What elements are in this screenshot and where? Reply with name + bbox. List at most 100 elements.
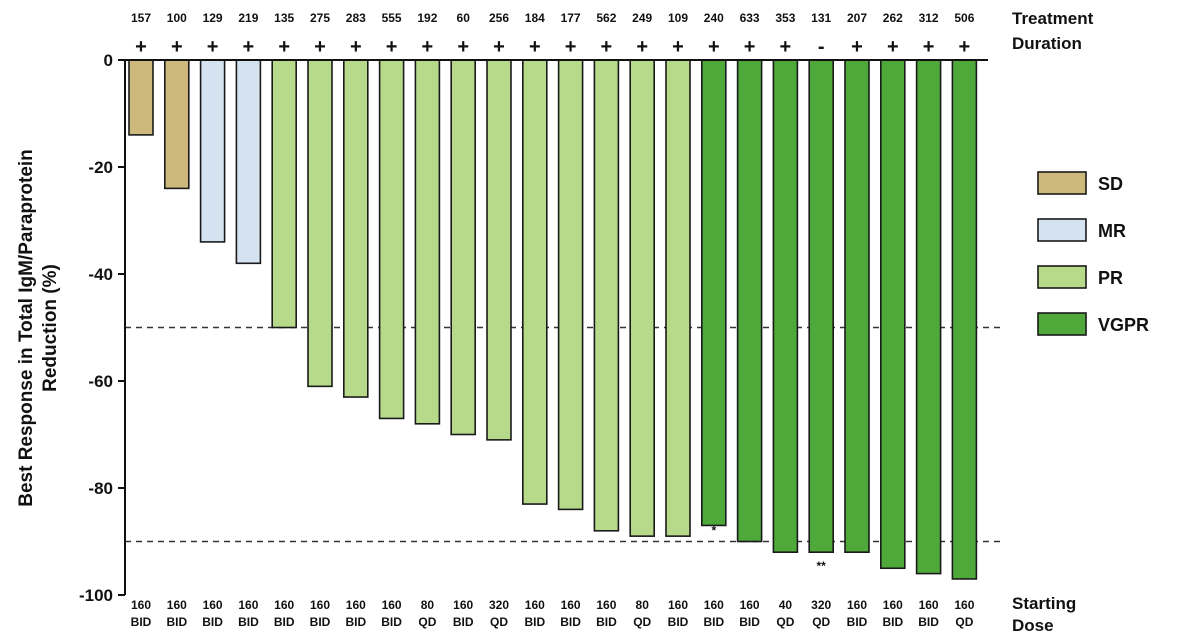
duration-label-13: 562	[596, 11, 616, 25]
dose-amount-9: 160	[453, 598, 473, 612]
dose-schedule-4: BID	[274, 615, 295, 629]
bar-annotation-16: *	[711, 523, 716, 537]
dose-schedule-3: BID	[238, 615, 259, 629]
dose-schedule-19: QD	[812, 615, 830, 629]
duration-label-23: 506	[954, 11, 974, 25]
dose-schedule-18: QD	[776, 615, 794, 629]
duration-label-6: 283	[346, 11, 366, 25]
status-mark-8: +	[422, 36, 434, 58]
duration-label-20: 207	[847, 11, 867, 25]
duration-label-5: 275	[310, 11, 330, 25]
dose-schedule-0: BID	[131, 615, 152, 629]
status-mark-13: +	[601, 36, 613, 58]
dose-schedule-21: BID	[882, 615, 903, 629]
duration-label-21: 262	[883, 11, 903, 25]
status-mark-15: +	[672, 36, 684, 58]
dose-schedule-13: BID	[596, 615, 617, 629]
dose-schedule-7: BID	[381, 615, 402, 629]
bar-13	[593, 59, 620, 532]
status-mark-2: +	[207, 36, 219, 58]
bar-21	[879, 59, 906, 570]
dose-schedule-6: BID	[345, 615, 366, 629]
duration-label-7: 555	[382, 11, 402, 25]
status-mark-5: +	[314, 36, 326, 58]
dose-schedule-20: BID	[847, 615, 868, 629]
dose-amount-23: 160	[954, 598, 974, 612]
top-header-line-2: Duration	[1012, 34, 1082, 53]
dose-schedule-22: BID	[918, 615, 939, 629]
duration-label-16: 240	[704, 11, 724, 25]
dose-amount-2: 160	[203, 598, 223, 612]
dose-schedule-15: BID	[668, 615, 689, 629]
status-mark-22: +	[923, 36, 935, 58]
duration-label-22: 312	[919, 11, 939, 25]
status-mark-17: +	[744, 36, 756, 58]
dose-amount-16: 160	[704, 598, 724, 612]
status-mark-20: +	[851, 36, 863, 58]
duration-label-1: 100	[167, 11, 187, 25]
bar-22	[915, 59, 942, 575]
dose-schedule-17: BID	[739, 615, 760, 629]
duration-label-0: 157	[131, 11, 151, 25]
dose-amount-10: 320	[489, 598, 509, 612]
status-mark-10: +	[493, 36, 505, 58]
top-header-line-1: Treatment	[1012, 9, 1094, 28]
status-mark-16: +	[708, 36, 720, 58]
legend-label-mr: MR	[1098, 221, 1126, 241]
dose-schedule-11: BID	[524, 615, 545, 629]
status-mark-23: +	[959, 36, 971, 58]
legend-label-sd: SD	[1098, 174, 1123, 194]
dose-amount-4: 160	[274, 598, 294, 612]
treatment-duration-row: 157 +100 +129 +219 +135 +275 +283 +555 +192 +60 +2…	[131, 9, 1094, 58]
bar-19	[808, 59, 835, 554]
legend-label-pr: PR	[1098, 268, 1123, 288]
status-mark-6: +	[350, 36, 362, 58]
dose-amount-17: 160	[740, 598, 760, 612]
dose-amount-15: 160	[668, 598, 688, 612]
dose-amount-21: 160	[883, 598, 903, 612]
dose-schedule-16: BID	[703, 615, 724, 629]
duration-label-3: 219	[238, 11, 258, 25]
bar-2	[199, 59, 226, 243]
status-mark-1: +	[171, 36, 183, 58]
status-mark-4: +	[278, 36, 290, 58]
dose-amount-20: 160	[847, 598, 867, 612]
dose-amount-6: 160	[346, 598, 366, 612]
bar-23	[951, 59, 978, 580]
dose-schedule-1: BID	[166, 615, 187, 629]
bar-15	[665, 59, 691, 537]
dose-amount-5: 160	[310, 598, 330, 612]
dose-amount-18: 40	[779, 598, 793, 612]
legend-swatch-mr	[1037, 218, 1087, 242]
bar-3	[235, 59, 262, 265]
dose-amount-14: 80	[636, 598, 650, 612]
bar-6	[342, 59, 369, 398]
bar-4	[271, 59, 298, 329]
duration-label-2: 129	[203, 11, 223, 25]
status-mark-12: +	[565, 36, 577, 58]
y-tick-label-5: -100	[79, 586, 113, 605]
duration-label-8: 192	[417, 11, 437, 25]
legend-swatch-vgpr	[1037, 312, 1087, 336]
status-mark-3: +	[243, 36, 255, 58]
dose-schedule-12: BID	[560, 615, 581, 629]
dose-amount-19: 320	[811, 598, 831, 612]
dose-schedule-14: QD	[633, 615, 651, 629]
bar-annotation-19: **	[817, 559, 827, 573]
y-axis-label: Best Response in Total IgM/Paraprotein Re…	[16, 149, 61, 507]
bar-7	[378, 59, 405, 420]
bar-17	[736, 59, 763, 543]
y-axis-label-line-1: Best Response in Total IgM/Paraprotein	[16, 149, 37, 507]
dose-amount-3: 160	[238, 598, 258, 612]
duration-label-18: 353	[775, 11, 795, 25]
status-mark-21: +	[887, 36, 899, 58]
duration-label-19: 131	[811, 11, 831, 25]
bottom-header-line-2: Dose	[1012, 616, 1054, 635]
dose-schedule-23: QD	[955, 615, 973, 629]
bar-0	[128, 59, 154, 136]
bar-5	[307, 59, 333, 388]
duration-label-17: 633	[740, 11, 760, 25]
bar-20	[844, 59, 870, 554]
legend-swatch-sd	[1037, 171, 1087, 195]
status-mark-9: +	[457, 36, 469, 58]
